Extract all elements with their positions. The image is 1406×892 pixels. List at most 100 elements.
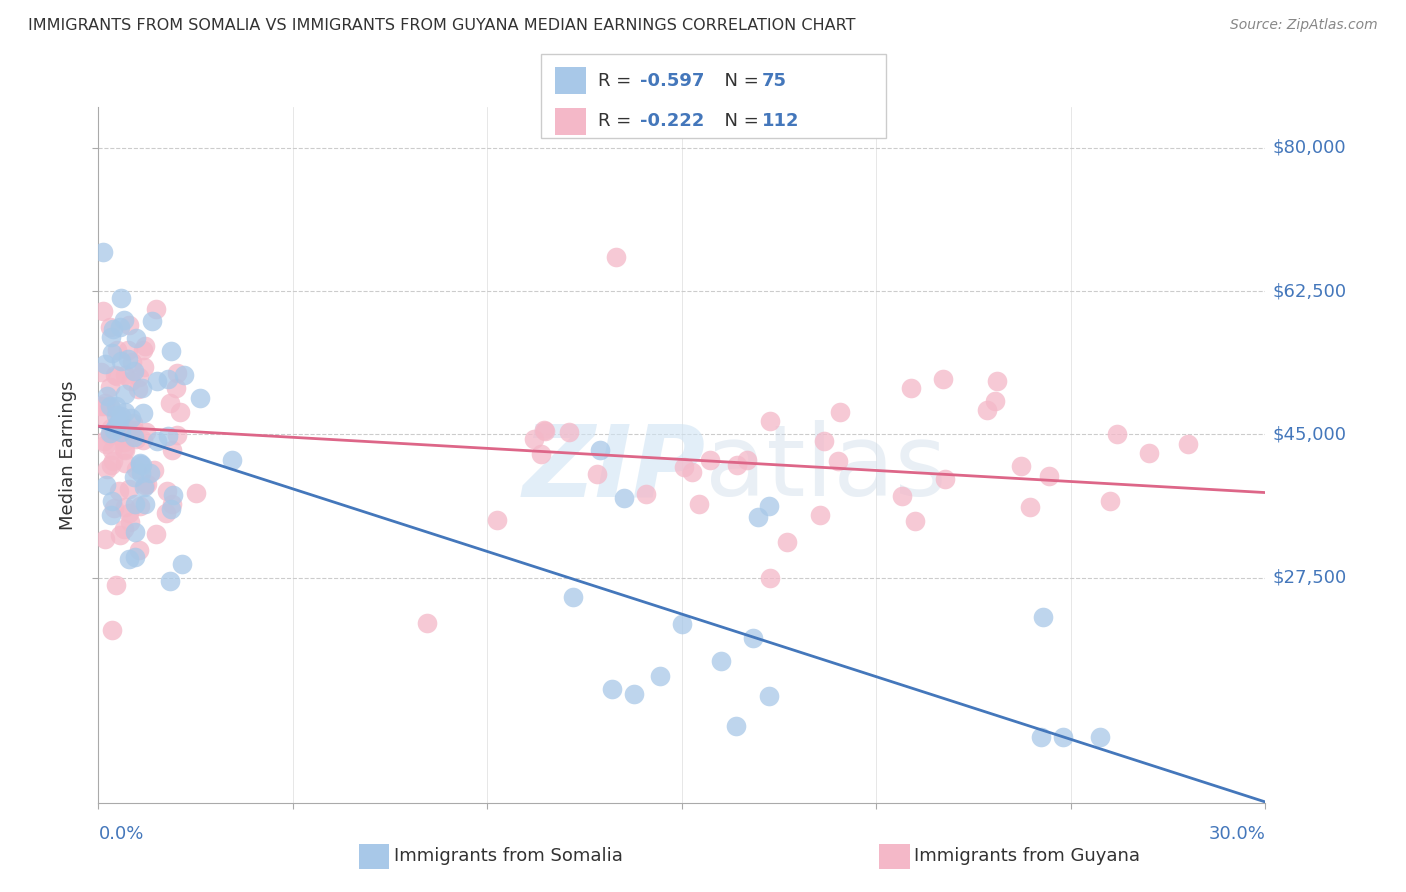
Point bbox=[612, 491, 634, 505]
Point bbox=[110, 425, 132, 439]
Point bbox=[173, 368, 195, 383]
Point bbox=[166, 428, 188, 442]
Point bbox=[742, 632, 765, 646]
Point bbox=[904, 514, 927, 528]
Point bbox=[100, 330, 122, 344]
Point bbox=[747, 510, 769, 524]
Point bbox=[117, 422, 139, 436]
Point bbox=[104, 368, 127, 382]
Point bbox=[138, 467, 160, 481]
Point bbox=[1088, 731, 1111, 745]
Point bbox=[131, 381, 153, 395]
Point bbox=[112, 435, 135, 450]
Point bbox=[605, 250, 627, 264]
Point bbox=[105, 408, 128, 422]
Text: $62,500: $62,500 bbox=[1272, 282, 1347, 301]
Point bbox=[120, 515, 142, 529]
Point bbox=[1032, 609, 1054, 624]
Point bbox=[101, 346, 124, 360]
Point bbox=[121, 355, 143, 369]
Point bbox=[986, 374, 1008, 388]
Point bbox=[533, 423, 555, 437]
Point bbox=[127, 382, 149, 396]
Point bbox=[104, 578, 127, 592]
Point bbox=[100, 425, 122, 440]
Point bbox=[758, 414, 780, 428]
Point bbox=[623, 687, 645, 701]
Point bbox=[134, 480, 156, 494]
Point bbox=[934, 472, 956, 486]
Point bbox=[112, 312, 135, 326]
Point bbox=[128, 542, 150, 557]
Point bbox=[124, 497, 146, 511]
Point bbox=[758, 689, 780, 703]
Point bbox=[100, 420, 122, 434]
Point bbox=[118, 552, 141, 566]
Point bbox=[124, 331, 146, 345]
Point bbox=[134, 339, 156, 353]
Point bbox=[128, 369, 150, 384]
Point bbox=[122, 423, 145, 437]
Point bbox=[101, 454, 124, 468]
Point bbox=[159, 344, 181, 359]
Point bbox=[94, 478, 117, 492]
Point bbox=[134, 359, 156, 374]
Point bbox=[108, 414, 131, 428]
Point bbox=[131, 406, 153, 420]
Point bbox=[184, 485, 207, 500]
Point bbox=[96, 389, 118, 403]
Text: atlas: atlas bbox=[706, 420, 946, 517]
Point bbox=[758, 500, 780, 514]
Point bbox=[110, 291, 132, 305]
Point bbox=[813, 434, 835, 449]
Text: $80,000: $80,000 bbox=[1272, 139, 1346, 157]
Point bbox=[146, 434, 169, 449]
Point bbox=[1137, 446, 1160, 460]
Point bbox=[534, 424, 557, 438]
Point bbox=[89, 399, 111, 413]
Text: 75: 75 bbox=[762, 71, 787, 89]
Point bbox=[129, 457, 152, 471]
Point bbox=[124, 549, 146, 564]
Point bbox=[166, 367, 188, 381]
Point bbox=[120, 374, 142, 388]
Text: Source: ZipAtlas.com: Source: ZipAtlas.com bbox=[1230, 18, 1378, 32]
Point bbox=[585, 467, 607, 482]
Point bbox=[134, 478, 156, 492]
Point bbox=[103, 423, 125, 437]
Point bbox=[156, 484, 179, 499]
Point bbox=[94, 357, 117, 371]
Point bbox=[125, 432, 148, 446]
Point bbox=[132, 434, 155, 448]
Point bbox=[118, 318, 141, 332]
Text: $27,500: $27,500 bbox=[1272, 569, 1347, 587]
Point bbox=[141, 314, 163, 328]
Point bbox=[172, 557, 194, 571]
Point bbox=[93, 532, 115, 546]
Text: N =: N = bbox=[713, 112, 765, 130]
Point bbox=[110, 353, 132, 368]
Point bbox=[1029, 731, 1052, 745]
Point bbox=[1038, 468, 1060, 483]
Point bbox=[602, 682, 624, 697]
Point bbox=[114, 368, 136, 383]
Point bbox=[1052, 731, 1074, 745]
Point bbox=[776, 534, 799, 549]
Point bbox=[1098, 494, 1121, 508]
Point bbox=[94, 437, 117, 451]
Point bbox=[562, 590, 585, 604]
Point bbox=[122, 430, 145, 444]
Point bbox=[162, 488, 184, 502]
Point bbox=[134, 497, 156, 511]
Point bbox=[135, 476, 157, 491]
Point bbox=[98, 400, 121, 414]
Point bbox=[120, 429, 142, 443]
Point bbox=[91, 399, 114, 413]
Point bbox=[160, 443, 183, 458]
Text: ZIP: ZIP bbox=[522, 420, 706, 517]
Point bbox=[96, 462, 118, 476]
Point bbox=[98, 400, 121, 414]
Point bbox=[114, 442, 136, 457]
Point bbox=[735, 453, 758, 467]
Point bbox=[165, 382, 187, 396]
